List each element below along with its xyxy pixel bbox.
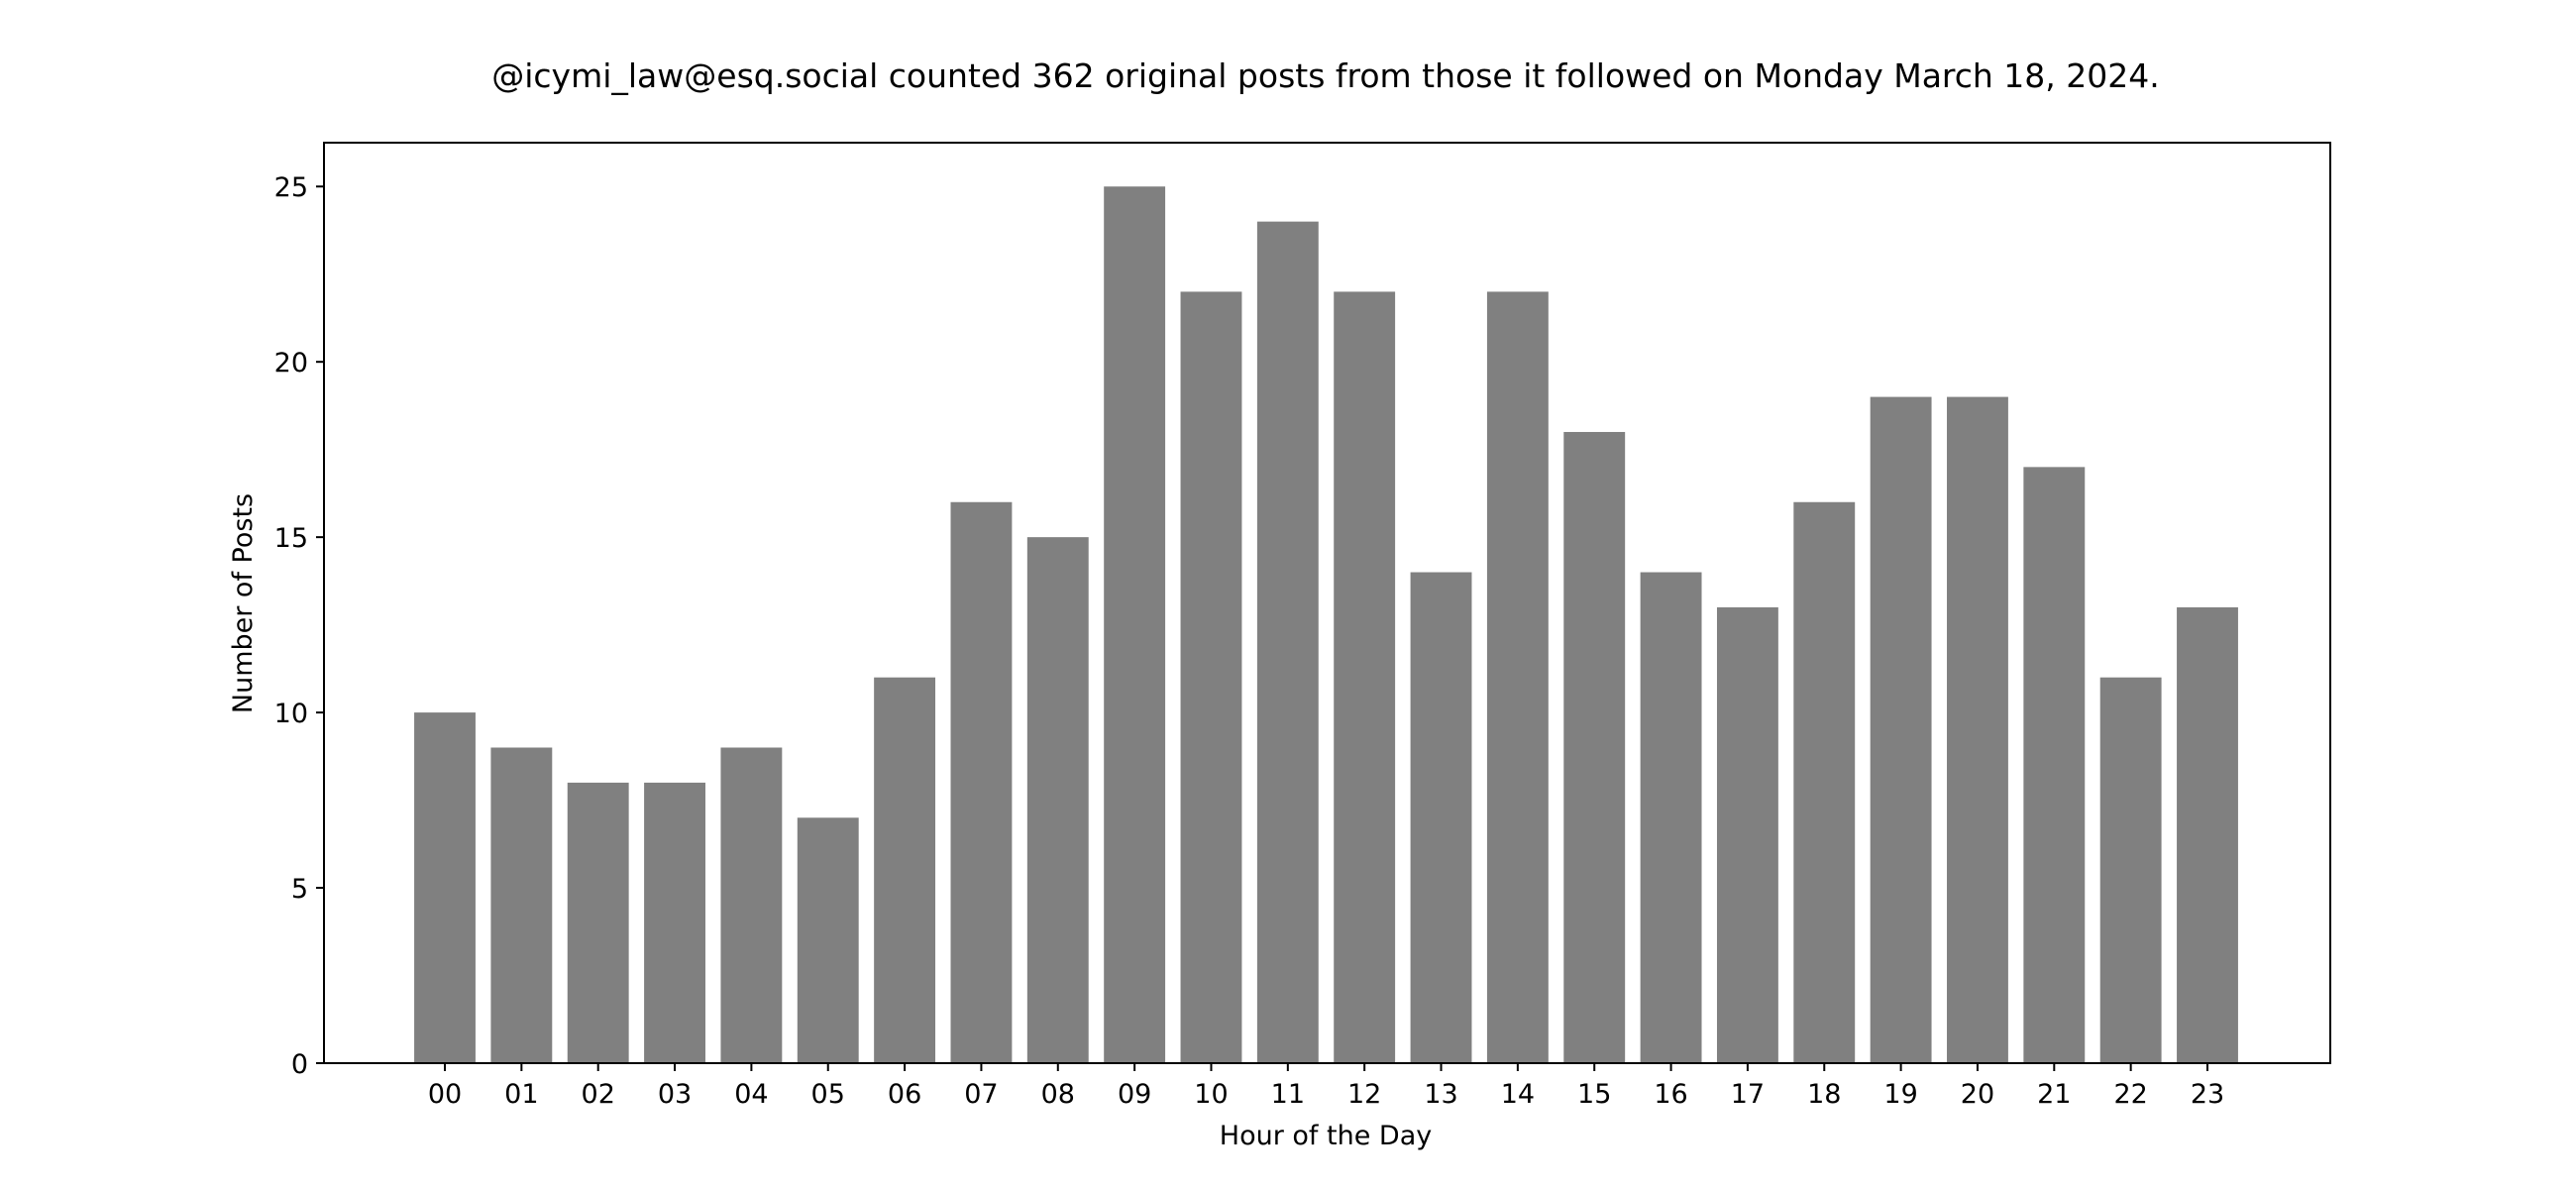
- x-tick-label: 03: [658, 1079, 692, 1110]
- x-tick-label: 04: [734, 1079, 768, 1110]
- x-tick-label: 10: [1194, 1079, 1228, 1110]
- x-tick-label: 22: [2113, 1079, 2147, 1110]
- y-tick-label: 15: [274, 523, 308, 554]
- x-tick-label: 01: [504, 1079, 538, 1110]
- y-tick-label: 10: [274, 699, 308, 729]
- bar-02: [567, 782, 629, 1063]
- x-tick-label: 09: [1118, 1079, 1151, 1110]
- bar-05: [797, 817, 859, 1063]
- x-tick-label: 11: [1271, 1079, 1305, 1110]
- x-tick-label: 12: [1347, 1079, 1381, 1110]
- y-tick-label: 0: [291, 1049, 308, 1080]
- x-tick-label: 08: [1041, 1079, 1075, 1110]
- x-tick-label: 23: [2191, 1079, 2224, 1110]
- x-tick-label: 14: [1501, 1079, 1535, 1110]
- x-tick-label: 16: [1654, 1079, 1687, 1110]
- bar-04: [720, 747, 783, 1063]
- x-axis-ticks: 00 01 02 03 04 05 06 07 08 09 10 11 12 13 14 15 16 17 18 19…: [428, 1063, 2224, 1110]
- x-tick-label: 15: [1577, 1079, 1611, 1110]
- bar-16: [1640, 572, 1702, 1063]
- y-tick-label: 25: [274, 172, 308, 203]
- y-axis-label: Number of Posts: [228, 493, 259, 713]
- chart-title: @icymi_law@esq.social counted 362 origin…: [491, 56, 2160, 95]
- x-tick-label: 13: [1424, 1079, 1457, 1110]
- y-tick-label: 20: [274, 348, 308, 378]
- x-tick-label: 07: [964, 1079, 998, 1110]
- bar-group: [414, 186, 2238, 1064]
- x-tick-label: 18: [1807, 1079, 1841, 1110]
- bar-03: [644, 782, 705, 1063]
- x-tick-label: 05: [811, 1079, 845, 1110]
- x-tick-label: 17: [1731, 1079, 1765, 1110]
- x-tick-label: 20: [1961, 1079, 1994, 1110]
- bar-08: [1026, 537, 1089, 1063]
- bar-17: [1716, 606, 1778, 1063]
- bar-22: [2099, 677, 2162, 1063]
- bar-19: [1870, 396, 1932, 1064]
- x-tick-label: 02: [582, 1079, 615, 1110]
- bar-18: [1793, 501, 1856, 1063]
- x-tick-label: 06: [888, 1079, 921, 1110]
- bar-10: [1180, 291, 1242, 1063]
- bar-21: [2023, 467, 2086, 1063]
- x-tick-label: 21: [2037, 1079, 2071, 1110]
- x-axis-label: Hour of the Day: [1220, 1121, 1432, 1151]
- y-tick-label: 5: [291, 874, 308, 905]
- bar-12: [1334, 291, 1396, 1063]
- plot-area-frame: [323, 142, 2331, 1064]
- bar-00: [414, 712, 476, 1063]
- bar-13: [1410, 572, 1472, 1063]
- y-axis-ticks: 0 5 10 15 20 25: [274, 172, 324, 1080]
- bar-06: [874, 677, 936, 1063]
- bar-14: [1486, 291, 1549, 1063]
- bar-20: [1947, 396, 2008, 1064]
- x-tick-label: 19: [1883, 1079, 1917, 1110]
- bar-23: [2177, 606, 2238, 1063]
- bar-07: [950, 501, 1013, 1063]
- x-tick-label: 00: [428, 1079, 462, 1110]
- bar-09: [1104, 186, 1166, 1064]
- bar-15: [1563, 431, 1626, 1064]
- bar-11: [1256, 221, 1319, 1063]
- bar-01: [490, 747, 553, 1063]
